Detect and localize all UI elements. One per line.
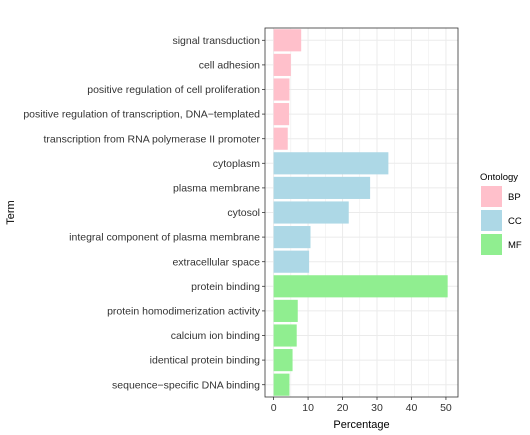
bar bbox=[273, 275, 448, 298]
x-axis: 0 10 20 30 40 50 bbox=[271, 397, 452, 414]
y-tick-label: plasma membrane bbox=[173, 183, 260, 195]
x-tick-label: 0 bbox=[271, 402, 277, 414]
y-tick-label: sequence−specific DNA binding bbox=[112, 379, 260, 391]
bar bbox=[273, 250, 310, 273]
y-tick-label: protein binding bbox=[191, 281, 260, 293]
bar bbox=[273, 324, 297, 347]
y-tick-label: cytosol bbox=[227, 207, 260, 219]
y-axis: signal transduction cell adhesion positive… bbox=[23, 35, 265, 391]
legend: Ontology BP CC MF bbox=[480, 172, 522, 255]
y-tick-label: identical protein binding bbox=[150, 355, 260, 367]
legend-label: CC bbox=[508, 216, 522, 227]
legend-key-bp bbox=[481, 186, 502, 207]
y-tick-label: positive regulation of cell proliferatio… bbox=[87, 84, 260, 96]
bar bbox=[273, 176, 371, 199]
x-tick-label: 50 bbox=[440, 402, 452, 414]
y-tick-label: integral component of plasma membrane bbox=[69, 232, 260, 244]
y-tick-label: protein homodimerization activity bbox=[107, 306, 261, 318]
bar bbox=[273, 349, 293, 372]
bar bbox=[273, 78, 290, 101]
legend-key-mf bbox=[481, 234, 502, 255]
y-tick-label: positive regulation of transcription, DN… bbox=[23, 109, 260, 121]
legend-key-cc bbox=[481, 210, 502, 231]
bar bbox=[273, 127, 288, 150]
bar bbox=[273, 152, 389, 175]
x-tick-label: 30 bbox=[371, 402, 383, 414]
y-tick-label: extracellular space bbox=[172, 256, 260, 268]
legend-label: BP bbox=[508, 192, 521, 203]
x-tick-label: 10 bbox=[302, 402, 314, 414]
x-tick-label: 20 bbox=[337, 402, 349, 414]
y-tick-label: calcium ion binding bbox=[171, 330, 260, 342]
y-tick-label: signal transduction bbox=[172, 35, 260, 47]
bar bbox=[273, 299, 298, 322]
bar bbox=[273, 201, 349, 224]
bar bbox=[273, 53, 291, 76]
y-tick-label: transcription from RNA polymerase II pro… bbox=[44, 133, 261, 145]
bar bbox=[273, 373, 290, 396]
x-axis-title: Percentage bbox=[333, 419, 389, 431]
legend-title: Ontology bbox=[480, 172, 518, 183]
legend-label: MF bbox=[508, 240, 522, 251]
bar bbox=[273, 29, 302, 52]
bar bbox=[273, 103, 290, 126]
y-tick-label: cytoplasm bbox=[213, 158, 261, 170]
bars bbox=[273, 29, 448, 396]
y-axis-title: Term bbox=[5, 200, 17, 224]
x-tick-label: 40 bbox=[406, 402, 418, 414]
y-tick-label: cell adhesion bbox=[199, 60, 260, 72]
bar bbox=[273, 226, 311, 249]
